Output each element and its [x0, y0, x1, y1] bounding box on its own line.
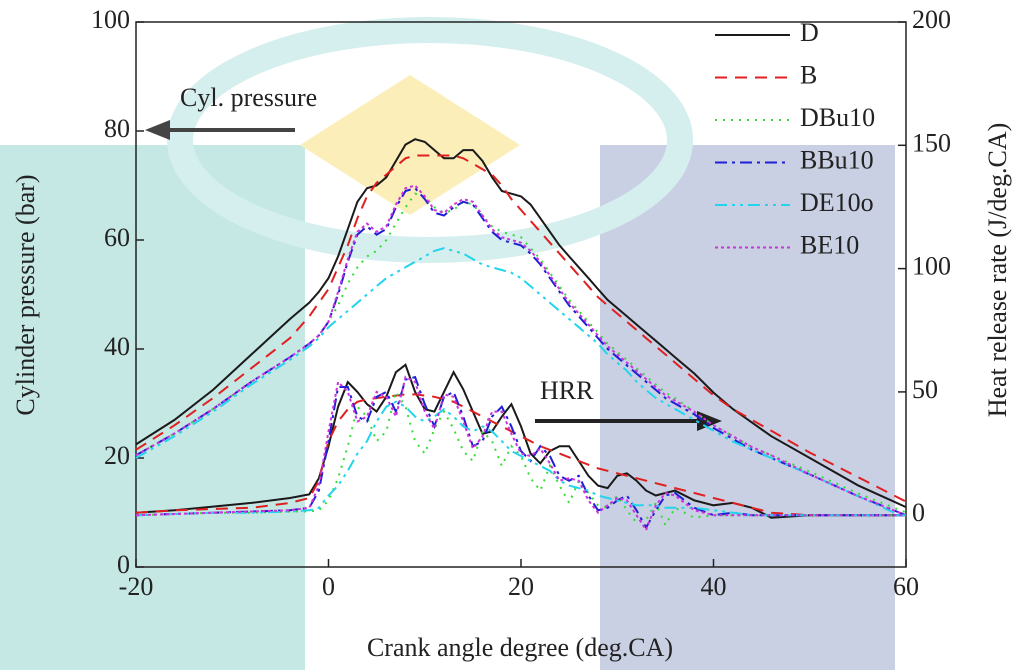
series-line: [135, 375, 906, 530]
series-line: [135, 400, 906, 517]
y2-tick-label: 100: [912, 252, 951, 281]
y2-tick-label: 200: [912, 5, 951, 34]
series-line: [135, 393, 906, 517]
y2-axis-label: Heat release rate (J/deg.CA): [983, 123, 1012, 418]
y-tick-label: 80: [104, 114, 130, 143]
annotation: HRR: [540, 376, 594, 405]
y2-tick-label: 50: [912, 375, 938, 404]
y-tick-label: 0: [117, 550, 130, 579]
x-tick-label: 40: [701, 572, 727, 601]
y2-tick-label: 0: [912, 498, 925, 527]
series-line: [135, 375, 906, 533]
series-line: [135, 154, 907, 503]
legend-label: BE10: [800, 230, 859, 259]
y-axis-label: Cylinder pressure (bar): [11, 174, 40, 415]
legend-label: BBu10: [800, 145, 874, 174]
legend-label: B: [800, 60, 817, 89]
series-line: [135, 184, 907, 517]
legend-label: DE10o: [800, 188, 874, 217]
series-line: [135, 363, 906, 519]
x-tick-label: 0: [322, 572, 335, 601]
x-tick-label: -20: [119, 572, 154, 601]
x-axis-label: Crank angle degree (deg.CA): [367, 633, 673, 662]
series-line: [135, 192, 907, 514]
annotation: Cyl. pressure: [180, 83, 317, 112]
bg-diamond: [300, 75, 520, 215]
bg-panel: [0, 145, 305, 670]
annotation-arrowhead: [145, 120, 170, 140]
bg-panel: [600, 145, 895, 670]
y2-tick-label: 150: [912, 128, 951, 157]
series-line: [135, 247, 907, 519]
y-tick-label: 100: [91, 5, 130, 34]
x-tick-label: 60: [893, 572, 919, 601]
legend-label: DBu10: [800, 103, 875, 132]
y-tick-label: 40: [104, 332, 130, 361]
bg-ring: [167, 17, 693, 263]
x-tick-label: 20: [508, 572, 534, 601]
series-line: [135, 187, 907, 517]
y-tick-label: 60: [104, 223, 130, 252]
y-tick-label: 20: [104, 441, 130, 470]
legend-label: D: [800, 18, 819, 47]
